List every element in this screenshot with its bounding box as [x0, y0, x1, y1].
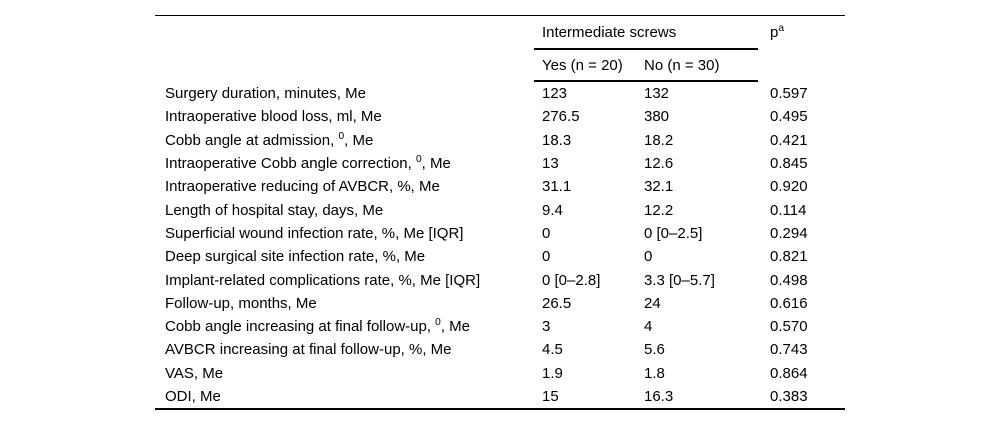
cell-yes-value: 3	[542, 318, 551, 336]
cell-yes-value: 276.5	[542, 108, 580, 126]
row-label: Length of hospital stay, days, Me	[165, 201, 384, 219]
cell-p-value: 0.294	[770, 224, 808, 242]
table-row: Intraoperative Cobb angle correction, 0,…	[155, 152, 845, 175]
row-label: Intraoperative reducing of AVBCR, %, Me	[165, 178, 440, 196]
cell-yes-value: 13	[542, 155, 559, 173]
cell-yes-value: 15	[542, 388, 559, 405]
cell-p-value: 0.616	[770, 294, 808, 312]
cell-no-value: 5.6	[644, 341, 665, 359]
cell-no-value: 380	[644, 108, 670, 126]
table-row: Cobb angle at admission, 0, Me 18.3 18.2 0.…	[155, 129, 845, 152]
cell-yes-value: 0 [0–2.8]	[542, 271, 601, 289]
cell-p-value: 0.570	[770, 318, 808, 336]
cell-no-value: 12.2	[644, 201, 674, 219]
cell-yes-value: 18.3	[542, 131, 572, 149]
cell-no-value: 3.3 [0–5.7]	[644, 271, 715, 289]
group-header-row: Intermediate screws pa	[155, 15, 845, 50]
row-label: Cobb angle increasing at final follow-up…	[165, 317, 471, 336]
cell-no-value: 0	[644, 248, 653, 266]
cell-no-value: 32.1	[644, 178, 674, 196]
cell-yes-value: 0	[542, 248, 551, 266]
table-row: Superficial wound infection rate, %, Me …	[155, 222, 845, 245]
cell-p-value: 0.114	[770, 201, 807, 219]
cell-yes-value: 0	[542, 224, 551, 242]
row-label: Cobb angle at admission, 0, Me	[165, 130, 374, 149]
row-label: Intraoperative Cobb angle correction, 0,…	[165, 154, 451, 173]
row-label: Superficial wound infection rate, %, Me …	[165, 224, 464, 242]
cell-yes-value: 31.1	[542, 178, 572, 196]
empty-subheader-cell	[155, 49, 534, 81]
cell-no-value: 1.8	[644, 364, 665, 382]
column-header-no: No (n = 30)	[639, 49, 758, 82]
column-header-yes: Yes (n = 20)	[534, 49, 639, 82]
row-label: Deep surgical site infection rate, %, Me	[165, 248, 426, 266]
cell-no-value: 4	[644, 318, 653, 336]
table-row: Intraoperative blood loss, ml, Me 276.5 38…	[155, 105, 845, 128]
cell-p-value: 0.864	[770, 364, 808, 382]
cell-p-value: 0.495	[770, 108, 808, 126]
table-row: Surgery duration, minutes, Me 123 132 0.597	[155, 81, 845, 105]
cell-yes-value: 9.4	[542, 201, 563, 219]
row-label: Implant-related complications rate, %, M…	[165, 271, 481, 289]
cell-no-value: 18.2	[644, 131, 674, 149]
row-label: ODI, Me	[165, 388, 221, 405]
table-row: VAS, Me 1.9 1.8 0.864	[155, 362, 845, 385]
table-row: Intraoperative reducing of AVBCR, %, Me 3…	[155, 175, 845, 198]
p-value-header: pa	[770, 23, 785, 41]
cell-p-value: 0.743	[770, 341, 808, 359]
empty-p-subheader-cell	[758, 49, 845, 81]
cell-p-value: 0.383	[770, 388, 808, 405]
cell-p-value: 0.920	[770, 178, 808, 196]
table-body: Surgery duration, minutes, Me 123 132 0.597…	[155, 81, 845, 409]
row-label: Surgery duration, minutes, Me	[165, 84, 366, 102]
sub-header-row: Yes (n = 20) No (n = 30)	[155, 49, 845, 82]
cell-p-value: 0.498	[770, 271, 808, 289]
cell-no-value: 132	[644, 85, 670, 103]
cell-no-value: 24	[644, 294, 661, 312]
table-row: Implant-related complications rate, %, M…	[155, 268, 845, 291]
table-row: Length of hospital stay, days, Me 9.4 12.2…	[155, 198, 845, 221]
cell-no-value: 0 [0–2.5]	[644, 224, 703, 242]
table-row: AVBCR increasing at final follow-up, %, …	[155, 338, 845, 361]
cell-p-value: 0.597	[770, 84, 808, 102]
row-label: VAS, Me	[165, 364, 224, 382]
cell-p-value: 0.421	[770, 131, 808, 149]
cell-no-value: 16.3	[644, 388, 674, 405]
cell-yes-value: 4.5	[542, 341, 563, 359]
row-label: Intraoperative blood loss, ml, Me	[165, 108, 382, 126]
empty-header-cell	[155, 16, 534, 50]
cell-yes-value: 26.5	[542, 294, 572, 312]
row-label: AVBCR increasing at final follow-up, %, …	[165, 341, 452, 359]
row-label: Follow-up, months, Me	[165, 294, 317, 312]
table-row: Cobb angle increasing at final follow-up…	[155, 315, 845, 338]
cell-yes-value: 1.9	[542, 364, 563, 382]
cell-p-value: 0.845	[770, 155, 808, 173]
cell-yes-value: 123	[542, 85, 568, 103]
table-row: Deep surgical site infection rate, %, Me…	[155, 245, 845, 268]
table-row: ODI, Me 15 16.3 0.383	[155, 385, 845, 409]
cell-p-value: 0.821	[770, 248, 808, 266]
table-row: Follow-up, months, Me 26.5 24 0.616	[155, 292, 845, 315]
outcomes-comparison-table: Intermediate screws pa Yes (n = 20) No (…	[155, 15, 845, 411]
cell-no-value: 12.6	[644, 155, 674, 173]
group-header-intermediate-screws: Intermediate screws	[534, 15, 758, 50]
